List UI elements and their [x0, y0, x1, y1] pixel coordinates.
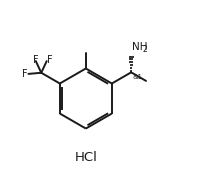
Text: F: F: [33, 55, 38, 65]
Text: F: F: [22, 69, 27, 79]
Text: &1: &1: [132, 74, 142, 80]
Text: NH: NH: [132, 42, 148, 52]
Text: HCl: HCl: [74, 151, 97, 164]
Text: 2: 2: [143, 45, 147, 54]
Text: F: F: [47, 55, 53, 65]
